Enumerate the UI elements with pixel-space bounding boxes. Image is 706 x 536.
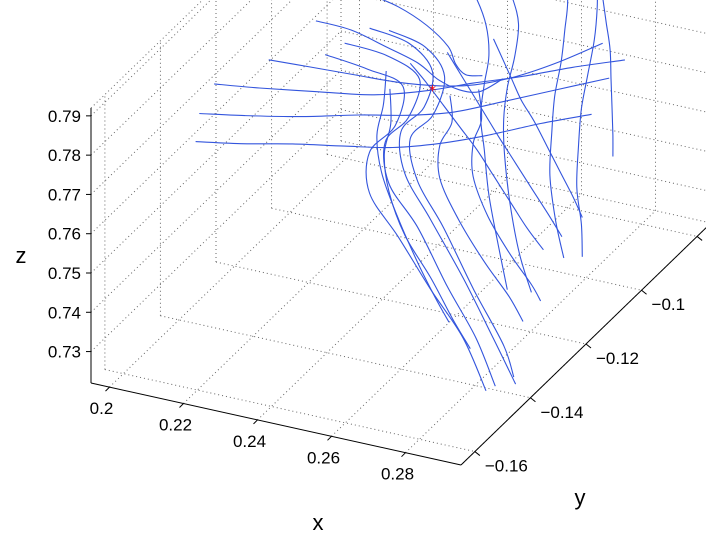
series-line	[576, 0, 598, 257]
marker-star: *	[429, 83, 436, 99]
series-line	[471, 89, 542, 302]
y-axis-label: y	[575, 485, 586, 510]
grid-line	[331, 193, 582, 437]
z-tick-label: 0.73	[48, 343, 81, 362]
y-tick-mark	[696, 236, 703, 241]
marker-group: *	[429, 83, 436, 99]
z-axis-label: z	[16, 243, 27, 268]
series-line	[476, 0, 508, 290]
grid-line	[460, 227, 706, 466]
series-line	[315, 20, 504, 93]
y-tick-label: −0.14	[540, 403, 583, 422]
y-tick-label: −0.1	[652, 295, 686, 314]
x-tick-mark	[327, 435, 332, 441]
x-axis-label: x	[313, 510, 324, 535]
series-line	[409, 62, 544, 251]
grid-line	[405, 210, 656, 454]
series-line	[502, 0, 532, 293]
x-tick-label: 0.26	[307, 448, 340, 467]
grid-line	[104, 369, 475, 453]
series-line	[268, 42, 603, 87]
series-group	[195, 0, 625, 392]
axis-lines	[86, 108, 706, 466]
grid-line	[90, 30, 342, 274]
x-tick-mark	[253, 419, 258, 425]
series-line	[214, 59, 625, 96]
grid-line	[340, 69, 706, 152]
x-tick-label: 0.28	[381, 465, 414, 484]
z-tick-label: 0.78	[48, 146, 81, 165]
y-tick-mark	[474, 451, 481, 456]
x-tick-mark	[105, 386, 110, 392]
grid-line	[183, 161, 434, 404]
grid-line	[109, 144, 360, 388]
x-tick-mark	[401, 452, 406, 458]
series-line	[549, 0, 569, 259]
z-tick-label: 0.76	[48, 225, 81, 244]
z-tick-label: 0.75	[48, 264, 81, 283]
series-line	[376, 70, 450, 323]
y-tick-label: −0.12	[596, 349, 639, 368]
y-tick-mark	[585, 343, 592, 349]
series-line	[324, 54, 487, 392]
y-tick-mark	[641, 289, 647, 295]
series-line	[381, 0, 483, 77]
series-line	[199, 77, 610, 118]
y-axis-line	[460, 227, 706, 466]
tick-labels: 0.20.220.240.260.28−0.16−0.14−0.12−0.1−0…	[48, 107, 686, 484]
y-tick-label: −0.16	[485, 457, 528, 476]
x-tick-label: 0.24	[233, 432, 266, 451]
series-line	[602, 0, 614, 157]
x-tick-mark	[179, 403, 184, 408]
grid-line	[340, 30, 706, 113]
y-tick-mark	[530, 397, 536, 403]
series-line	[446, 52, 563, 237]
z-tick-label: 0.74	[48, 303, 81, 322]
grid-line	[340, 109, 706, 191]
series-line	[383, 88, 471, 349]
series-line	[493, 38, 583, 218]
grid-line	[90, 69, 342, 313]
series-line	[195, 113, 592, 149]
grid-line	[215, 261, 587, 345]
z-tick-label: 0.77	[48, 185, 81, 204]
grid-lines	[90, 0, 706, 466]
x-tick-label: 0.2	[90, 399, 114, 418]
series-line	[369, 27, 517, 385]
series-line	[437, 95, 524, 322]
x-tick-label: 0.22	[159, 416, 192, 435]
z-tick-label: 0.79	[48, 107, 81, 126]
grid-line	[340, 140, 706, 223]
series-line	[388, 29, 515, 378]
x-axis-line	[90, 382, 462, 466]
